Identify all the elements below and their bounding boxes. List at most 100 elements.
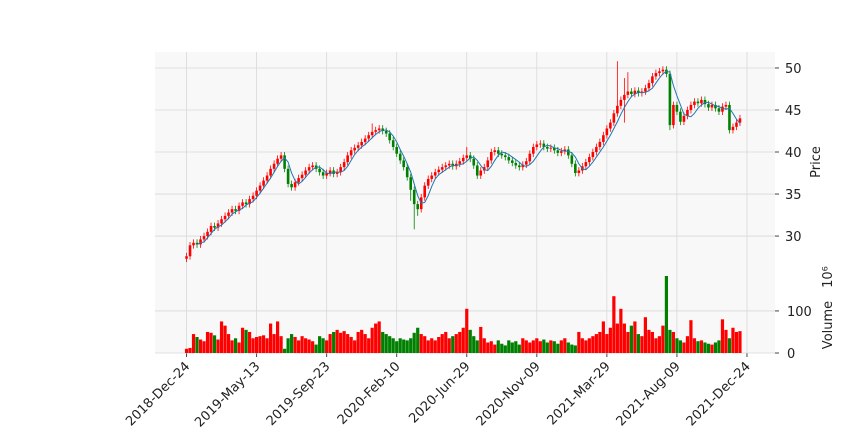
volume-bar [198,339,203,353]
volume-bar [598,331,602,353]
volume-bar [591,336,595,353]
candle-body [412,189,416,205]
volume-bar [216,339,220,353]
candle-body [468,155,472,159]
candle-body [731,126,735,131]
candle-body [514,162,518,166]
volume-bar [538,341,542,353]
candle-body [328,170,332,174]
volume-bar [734,331,739,353]
candle-body [339,167,342,173]
volume-bar [272,334,276,353]
volume-bar [321,338,325,353]
volume-bar [503,345,507,353]
candle-body [630,91,633,95]
volume-bar [416,327,420,353]
volume-bar [191,334,196,353]
volume-bar [223,325,227,353]
volume-panel [155,268,775,353]
candle-body [405,167,409,178]
volume-bar [325,340,329,353]
candle-body [644,88,647,92]
candle-body [318,168,321,173]
volume-bar [254,337,259,353]
candle-body [672,104,675,126]
volume-bar [304,338,308,353]
volume-bar [552,341,556,353]
volume-bar [622,323,626,353]
volume-bar [202,341,206,353]
candle-body [356,145,360,148]
candle-body [675,104,679,112]
candle-body [342,162,346,168]
candle-body [262,180,265,186]
candle-body [584,162,588,167]
volume-bar [339,332,343,353]
candle-body [367,135,370,139]
candle-body [258,185,262,191]
candle-body [546,146,549,149]
candle-body [185,256,188,259]
candle-body [300,174,304,179]
volume-bar [290,334,294,353]
candle-body [693,101,696,105]
candle-body [255,190,258,196]
volume-bar [286,338,290,353]
volume-bar [451,336,455,353]
volume-bar [629,325,633,353]
volume-bar [664,275,669,353]
candle-body [192,242,195,246]
candle-body [321,172,325,176]
x-tick-label: 2019-Sep-23 [264,359,334,429]
volume-bar [615,323,619,353]
candle-body [496,150,500,154]
volume-bar [328,334,332,353]
volume-bar [440,334,444,353]
volume-bar [493,344,497,353]
volume-bar [311,341,315,353]
candle-body [616,105,619,114]
volume-bar [717,340,721,353]
x-tick-label: 2021-Dec-24 [684,359,754,429]
candle-body [647,83,651,89]
candle-body [612,113,616,123]
volume-bar [510,342,514,353]
candle-body [489,152,493,161]
candle-body [651,76,654,84]
volume-bar [654,338,658,353]
candle-body [595,146,598,153]
candle-body [265,175,269,181]
volume-bar [423,336,427,353]
volume-bar [486,342,490,353]
volume-bar [661,325,665,353]
candle-body [549,147,553,149]
candle-body [626,91,630,95]
volume-bar [356,331,360,353]
candle-body [290,183,293,188]
volume-offset: 10⁶ [821,266,836,288]
candle-body [213,225,216,228]
candle-body [503,155,507,158]
candle-body [363,138,367,142]
candle-body [307,167,311,171]
candle-body [234,209,237,211]
volume-bar [682,342,686,353]
volume-bar [419,334,423,353]
candle-body [391,140,395,147]
volume-bar [237,342,241,353]
volume-bar [528,342,532,353]
volume-bar [545,342,549,353]
candle-body [209,225,213,232]
volume-bar [706,343,711,353]
candle-body [377,128,381,131]
volume-bar [388,336,392,353]
candle-body [202,236,206,240]
y2-tick-label: 0 [787,347,795,362]
volume-bar [233,338,238,353]
volume-bar [433,340,437,353]
volume-bar [559,340,563,353]
candle-body [465,155,469,158]
volume-bar [205,331,210,353]
volume-bar [594,334,598,353]
candle-body [279,155,283,159]
